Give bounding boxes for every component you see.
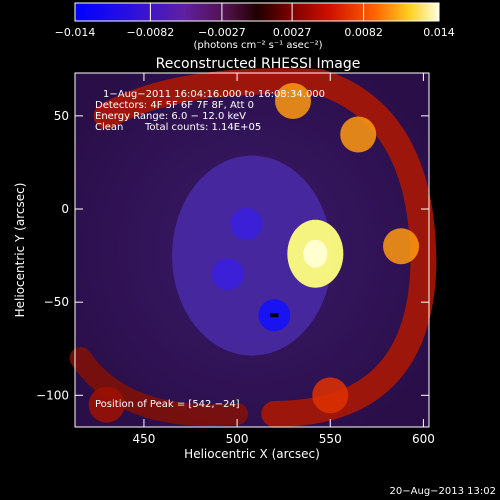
x-tick-label: 600 <box>412 432 435 446</box>
date-stamp: 20−Aug−2013 13:02 <box>390 486 496 497</box>
colorbar-tick-label: 0.014 <box>423 26 455 39</box>
plot-frame <box>74 72 430 428</box>
annotation-time-range: 1−Aug−2011 16:04:16.000 to 16:08:34.000 <box>103 89 325 100</box>
colorbar-tick-label: 0.0082 <box>344 26 383 39</box>
y-axis-ticks: 50 0 −50 −100 <box>36 109 429 402</box>
x-axis-ticks: 450 500 550 600 <box>132 73 435 446</box>
bright-arc-lower <box>69 347 249 427</box>
heatmap-panel <box>69 68 437 427</box>
minimum-marker <box>270 313 279 318</box>
colorbar-tick-label: −0.0027 <box>198 26 246 39</box>
colorbar <box>74 2 440 22</box>
chart-title: Reconstructed RHESSI Image <box>156 56 361 72</box>
y-tick-label: 50 <box>54 109 69 123</box>
bright-arc <box>93 68 437 427</box>
y-tick-label: 0 <box>61 202 69 216</box>
colorbar-unit-label: (photons cm⁻² s⁻¹ asec⁻²) <box>193 40 322 51</box>
negative-region <box>172 155 332 356</box>
x-axis-label: Heliocentric X (arcsec) <box>184 447 320 461</box>
x-tick-label: 550 <box>319 432 342 446</box>
colorbar-tick-label: −0.014 <box>55 26 96 39</box>
x-tick-label: 450 <box>132 432 155 446</box>
annotation-clean: Clean <box>95 122 123 133</box>
colorbar-ticks <box>74 3 440 21</box>
heatmap-feature-bright-4 <box>312 377 349 414</box>
heatmap-feature-negative-7 <box>211 258 244 291</box>
y-tick-label: −100 <box>36 388 69 402</box>
colorbar-tick-label: −0.0082 <box>127 26 175 39</box>
y-tick-label: −50 <box>44 295 69 309</box>
annotation-detectors: Detectors: 4F 5F 6F 7F 8F, Att 0 <box>95 100 254 111</box>
colorbar-tick-labels: −0.014 −0.0082 −0.0027 0.0027 0.0082 0.014 <box>55 26 455 39</box>
heatmap-feature-bright-2 <box>340 116 377 153</box>
heatmap-feature-bright-5 <box>88 386 125 423</box>
heatmap-feature-bright-1 <box>274 82 311 119</box>
heatmap-feature-bright-3 <box>383 228 420 265</box>
y-axis-label: Heliocentric Y (arcsec) <box>13 183 27 318</box>
colorbar-tick-label: 0.0027 <box>273 26 312 39</box>
annotation-energy-range: Energy Range: 6.0 − 12.0 keV <box>95 111 246 122</box>
heatmap-blobs <box>69 68 437 427</box>
peak-core <box>303 239 328 268</box>
x-tick-label: 500 <box>226 432 249 446</box>
heatmap-feature-negative-6 <box>230 207 263 240</box>
peak-position-label: Position of Peak = [542,−24] <box>95 399 240 410</box>
annotation-total-counts: Total counts: 1.14E+05 <box>144 122 261 133</box>
